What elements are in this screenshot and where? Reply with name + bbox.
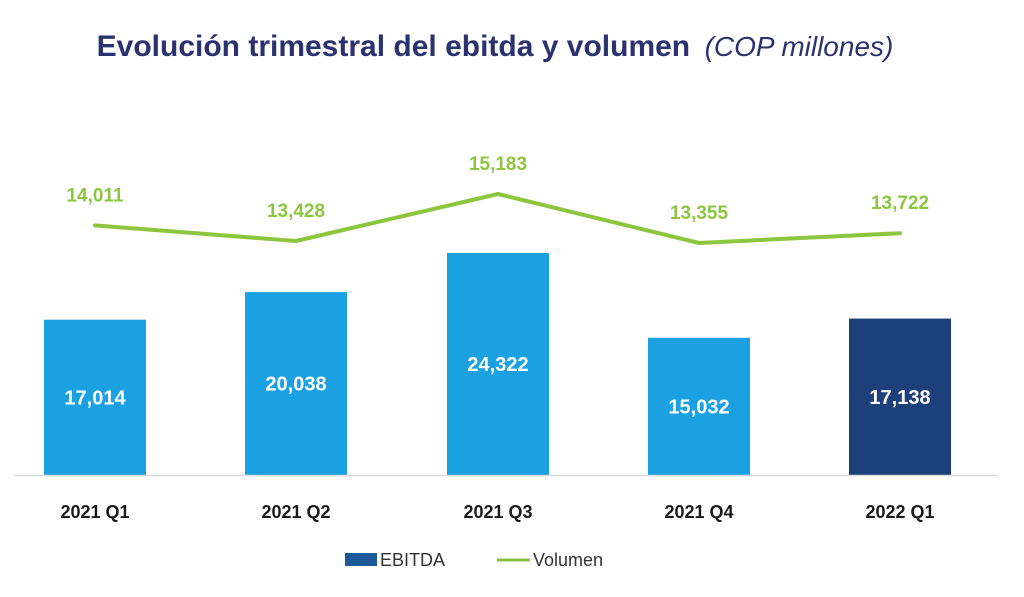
x-tick-label: 2021 Q4 (664, 502, 733, 522)
legend-label-volumen: Volumen (533, 550, 603, 570)
bar-value-label: 15,032 (668, 396, 729, 418)
legend: EBITDA Volumen (345, 550, 603, 570)
bar-ebitda-2 (245, 292, 347, 475)
chart-title: Evolución trimestral del ebitda y volume… (97, 30, 690, 63)
bar-ebitda-3 (447, 253, 549, 475)
bars-layer: 17,014 20,038 24,322 15,032 17,138 (44, 253, 951, 475)
bar-ebitda-1 (44, 319, 146, 475)
bar-value-label: 24,322 (467, 354, 528, 376)
line-value-label: 13,428 (267, 201, 325, 222)
x-tick-label: 2022 Q1 (865, 502, 934, 522)
line-value-label: 15,183 (469, 154, 527, 175)
line-volumen (93, 192, 902, 245)
x-tick-label: 2021 Q3 (463, 502, 532, 522)
legend-label-ebitda: EBITDA (380, 550, 445, 570)
line-value-label: 14,011 (66, 185, 123, 206)
line-layer: 14,011 13,428 15,183 13,355 13,722 (66, 154, 929, 245)
line-value-label: 13,355 (670, 203, 729, 224)
bar-value-label: 17,138 (869, 387, 930, 409)
x-tick-label: 2021 Q2 (261, 502, 330, 522)
axis-layer: 2021 Q1 2021 Q2 2021 Q3 2021 Q4 2022 Q1 (14, 474, 998, 522)
bar-ebitda-5 (849, 318, 951, 475)
bar-ebitda-4 (648, 337, 750, 475)
chart-subtitle: (COP millones) (705, 31, 894, 62)
bar-value-label: 17,014 (64, 387, 126, 409)
bar-value-label: 20,038 (265, 374, 326, 396)
legend-swatch-ebitda (345, 553, 377, 566)
line-value-label: 13,722 (871, 193, 929, 214)
chart-title-group: Evolución trimestral del ebitda y volume… (97, 30, 894, 63)
x-tick-label: 2021 Q1 (60, 502, 129, 522)
